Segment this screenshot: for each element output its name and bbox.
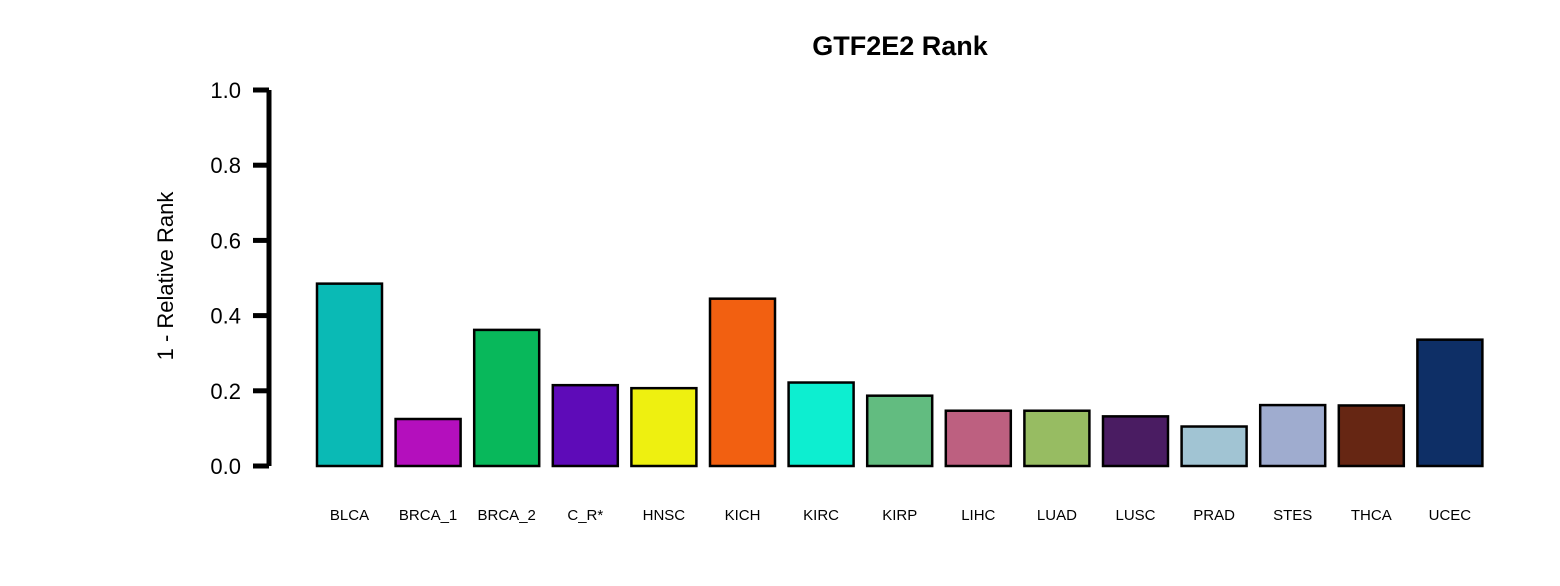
bar-kich <box>708 297 777 468</box>
bars <box>315 282 1484 468</box>
y-tick-label: 1.0 <box>210 78 241 103</box>
y-axis-label: 1 - Relative Rank <box>153 191 178 361</box>
x-tick-label: HNSC <box>643 507 686 524</box>
bar-hnsc <box>630 386 698 468</box>
bar-ucec <box>1416 338 1484 468</box>
x-tick-label: THCA <box>1351 507 1392 524</box>
bar-thca <box>1337 404 1406 468</box>
bar-lihc <box>944 409 1013 468</box>
x-tick-label: KICH <box>725 507 761 524</box>
x-tick-label: UCEC <box>1429 507 1472 524</box>
bar-c-r- <box>551 383 620 468</box>
x-tick-label: KIRC <box>803 507 839 524</box>
y-tick-label: 0.4 <box>210 304 241 329</box>
x-tick-label: C_R* <box>567 507 603 524</box>
bar-lusc <box>1101 415 1170 468</box>
bar-kirc <box>787 381 855 468</box>
x-tick-label: LUSC <box>1115 507 1155 524</box>
x-tick-label: KIRP <box>882 507 917 524</box>
bar-brca-1 <box>394 417 462 468</box>
x-tick-labels: BLCA BRCA_1 BRCA_2 C_R* HNSC KICH KIRC KIRP LIHC… <box>330 507 1471 524</box>
x-tick-label: BRCA_1 <box>399 507 457 524</box>
x-tick-label: LIHC <box>961 507 995 524</box>
bar-blca <box>315 282 384 468</box>
y-tick-label: 0.6 <box>210 228 241 253</box>
chart-title: GTF2E2 Rank <box>812 31 989 61</box>
bar-stes <box>1258 403 1327 468</box>
x-tick-label: STES <box>1273 507 1312 524</box>
x-tick-label: BRCA_2 <box>478 507 536 524</box>
bar-kirp <box>865 394 934 468</box>
bar-luad <box>1023 409 1091 468</box>
y-tick-label: 0.2 <box>210 379 241 404</box>
y-axis: 0.0 0.2 0.4 0.6 0.8 1.0 <box>210 78 272 479</box>
x-tick-label: LUAD <box>1037 507 1077 524</box>
y-tick-label: 0.0 <box>210 454 241 479</box>
x-tick-label: BLCA <box>330 507 369 524</box>
x-tick-label: PRAD <box>1193 507 1235 524</box>
bar-prad <box>1180 425 1248 468</box>
y-tick-label: 0.8 <box>210 153 241 178</box>
bar-brca-2 <box>472 328 541 468</box>
